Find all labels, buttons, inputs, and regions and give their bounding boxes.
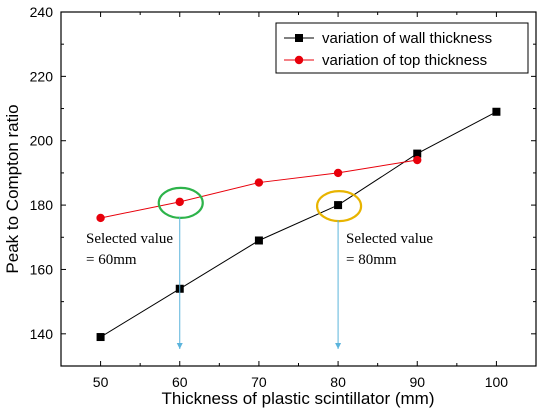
data-point-circle (413, 155, 422, 165)
series-layer (96, 107, 501, 342)
selection-arrow-head (335, 343, 342, 349)
x-tick-label: 70 (251, 374, 267, 390)
data-point-circle (175, 197, 184, 207)
legend-box (275, 22, 529, 74)
legend-label: variation of wall thickness (322, 30, 492, 47)
x-tick-label: 60 (172, 374, 188, 390)
y-tick-label: 160 (30, 261, 54, 277)
highlight-circle (157, 186, 204, 219)
data-point-circle (254, 178, 264, 187)
data-point-circle (96, 213, 105, 223)
legend-marker-circle (294, 55, 304, 65)
annotation-text-line: = 80mm (346, 252, 397, 268)
selection-arrow-head (176, 343, 183, 349)
annotation-text-line: = 60mm (86, 252, 137, 268)
data-point-square (96, 333, 105, 342)
axis-ticks: 50 60 70 80 90 100 140 160 180 200 220 240 (30, 4, 536, 390)
x-tick-label: 50 (93, 374, 109, 390)
x-tick-label: 90 (409, 374, 425, 390)
x-axis-title: Thickness of plastic scintillator (mm) (161, 389, 434, 408)
annotation-text-line: Selected value (86, 231, 173, 247)
series-line-1 (100, 111, 497, 338)
legend: variation of wall thickness variation of … (275, 22, 529, 74)
x-tick-label: 80 (330, 374, 346, 390)
y-tick-label: 180 (30, 197, 54, 213)
highlight-circle (315, 189, 363, 223)
y-axis-title: Peak to Compton ratio (3, 104, 22, 273)
legend-marker-square (295, 34, 303, 42)
series-line-2 (100, 159, 418, 219)
annotation-text-line: Selected value (346, 231, 433, 247)
y-tick-label: 240 (30, 4, 54, 20)
data-point-square (413, 149, 422, 158)
x-tick-label: 100 (485, 374, 509, 390)
annotations-layer: Selected value = 60mm Selected value = 80mm (86, 186, 433, 349)
y-tick-label: 200 (30, 133, 54, 149)
data-point-square (492, 107, 501, 116)
data-point-square (254, 236, 263, 245)
y-tick-label: 140 (30, 326, 54, 342)
data-point-square (334, 201, 343, 210)
legend-label: variation of top thickness (322, 52, 487, 69)
data-point-circle (333, 168, 343, 178)
y-tick-label: 220 (30, 68, 54, 84)
